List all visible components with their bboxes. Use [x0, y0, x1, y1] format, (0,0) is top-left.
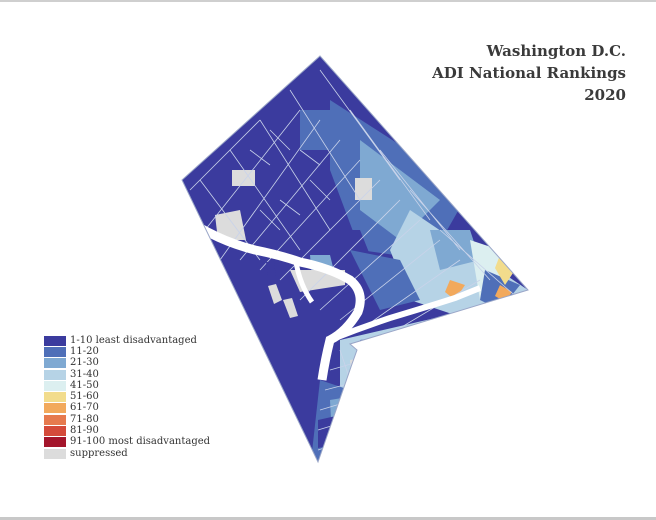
legend-label: 81-90: [70, 425, 99, 437]
legend-label: 61-70: [70, 402, 99, 414]
legend-label: suppressed: [70, 447, 128, 459]
island-tract: [283, 298, 298, 318]
legend-item: suppressed: [44, 448, 210, 459]
legend-label: 91-100 most disadvantaged: [70, 436, 211, 448]
tract-fill-21-30: [330, 395, 360, 438]
tract-fill-51-60: [365, 402, 384, 418]
legend-item: 91-100 most disadvantaged: [44, 437, 210, 448]
island-tract: [266, 262, 276, 276]
tract-fill-41-50: [390, 380, 440, 410]
legend-label: 51-60: [70, 391, 99, 403]
legend-label: 1-10 least disadvantaged: [70, 334, 197, 346]
legend-item: 11-20: [44, 346, 210, 357]
tract-fill-suppressed: [355, 178, 372, 200]
legend-swatch: [44, 380, 66, 391]
tract-fill-61-70: [445, 280, 465, 300]
bottom-border: [0, 517, 656, 520]
legend-swatch: [44, 426, 66, 437]
tract-fill-51-60: [495, 255, 515, 285]
legend-item: 21-30: [44, 358, 210, 369]
title-line-1: Washington D.C.: [486, 42, 626, 60]
tract-fill-51-60: [370, 336, 394, 360]
legend-swatch: [44, 437, 66, 448]
legend-item: 61-70: [44, 403, 210, 414]
tract-fill-41-50: [350, 404, 378, 424]
tract-fill-suppressed: [420, 150, 436, 166]
legend-label: 11-20: [70, 345, 99, 357]
legend-label: 41-50: [70, 379, 99, 391]
legend-swatch: [44, 448, 66, 459]
title-line-3: 2020: [584, 86, 626, 104]
legend-label: 71-80: [70, 413, 99, 425]
dc-boundary-outline: [181, 55, 529, 464]
tidal-basin: [293, 261, 315, 304]
legend-swatch: [44, 358, 66, 369]
tract-fill-11-20: [300, 110, 340, 150]
legend-swatch: [44, 403, 66, 414]
anacostia-river: [328, 285, 482, 343]
legend-item: 1-10 least disadvantaged: [44, 335, 210, 346]
tract-fill-61-70: [410, 336, 430, 358]
tract-fill-51-60: [380, 368, 404, 388]
tract-fill-11-20: [360, 330, 430, 395]
title-line-2: ADI National Rankings: [432, 64, 626, 82]
legend-swatch: [44, 346, 66, 357]
top-border: [0, 0, 656, 2]
tract-fill-suppressed: [232, 170, 255, 186]
legend-swatch: [44, 392, 66, 403]
legend-item: 51-60: [44, 391, 210, 403]
tract-fill-suppressed: [350, 355, 382, 384]
tract-fill-11-20: [350, 250, 420, 310]
tract-fill-21-30: [360, 140, 440, 240]
tract-fill-21-30: [430, 230, 480, 270]
map-legend: 1-10 least disadvantaged 11-20 21-30 31-40 4…: [44, 335, 210, 459]
tract-fill-suppressed: [215, 210, 246, 240]
legend-swatch: [44, 414, 66, 425]
legend-swatch: [44, 369, 66, 380]
legend-item: 71-80: [44, 414, 210, 425]
island-tract: [268, 284, 282, 304]
legend-label: 21-30: [70, 357, 99, 369]
legend-item: 81-90: [44, 425, 210, 437]
legend-item: 41-50: [44, 380, 210, 391]
map-title: Washington D.C. ADI National Rankings 20…: [432, 40, 626, 106]
legend-swatch: [44, 335, 66, 346]
tract-fill-21-30: [440, 315, 475, 355]
legend-label: 31-40: [70, 368, 99, 380]
tract-fill-61-70: [450, 345, 462, 357]
legend-item: 31-40: [44, 369, 210, 380]
